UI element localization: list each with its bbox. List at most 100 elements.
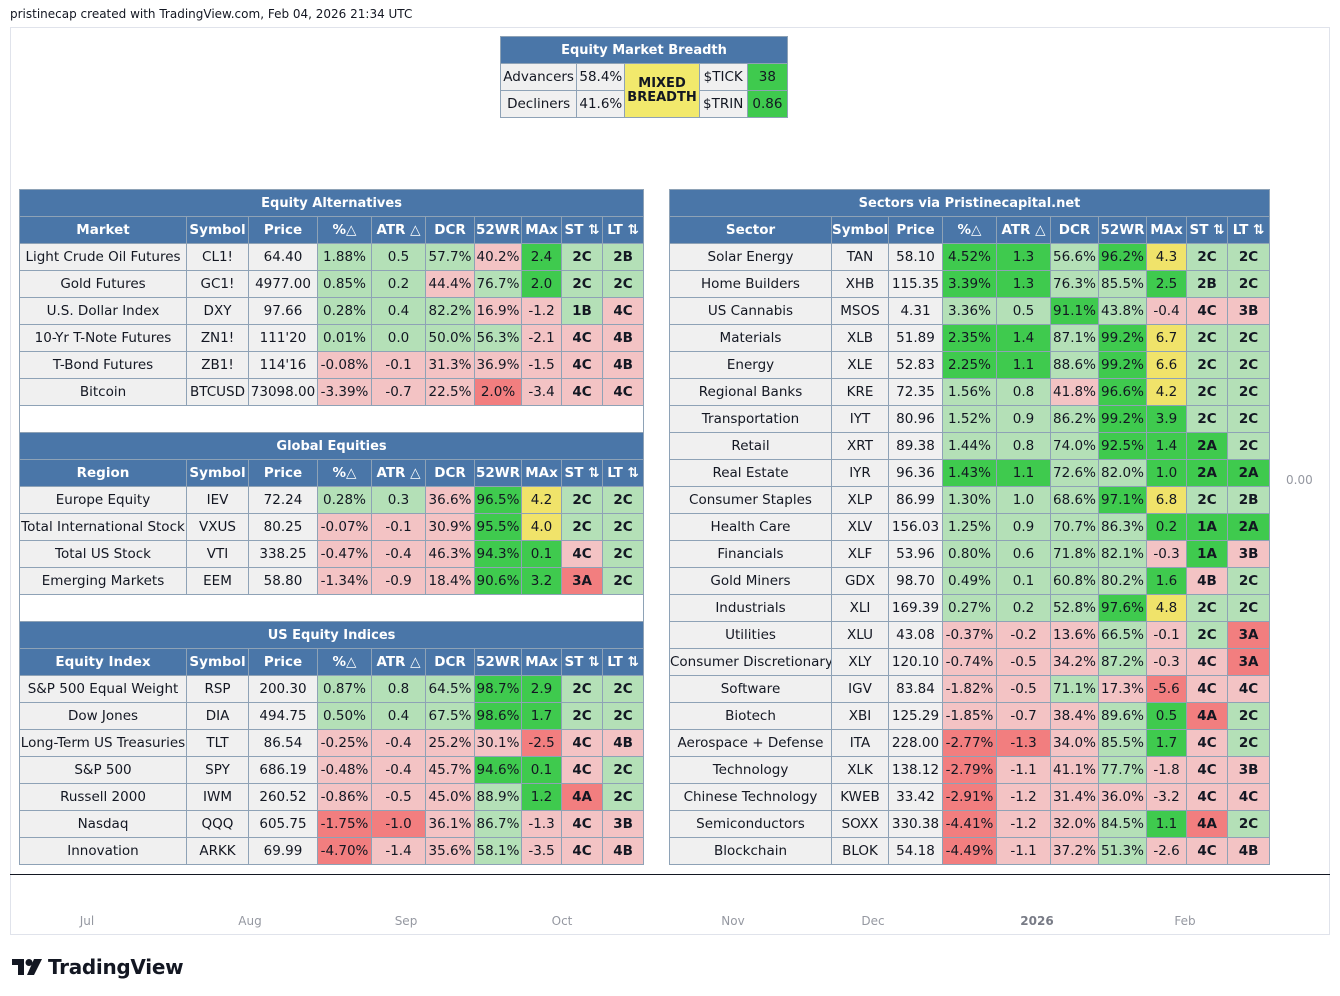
table-row[interactable]: Regional Banks KRE 72.35 1.56% 0.8 41.8% 96.6%… <box>669 378 1271 406</box>
cell-name: Chinese Technology <box>669 783 832 811</box>
cell-max: 1.7 <box>521 702 562 730</box>
table-row[interactable]: Retail XRT 89.38 1.44% 0.8 74.0% 92.5% 1.4 2A 2C <box>669 432 1271 460</box>
cell-atr-change: 0.4 <box>371 702 426 730</box>
tradingview-logo[interactable]: TradingView <box>12 954 184 980</box>
column-header-name: Equity Index <box>19 648 187 676</box>
cell-st: 4C <box>1186 675 1228 703</box>
cell-atr-change: -0.4 <box>371 540 426 568</box>
table-row[interactable]: Nasdaq QQQ 605.75 -1.75% -1.0 36.1% 86.7% -1.3 4… <box>19 810 645 838</box>
cell-atr-change: 0.4 <box>371 297 426 325</box>
table-row[interactable]: S&P 500 Equal Weight RSP 200.30 0.87% 0.8 64.… <box>19 675 645 703</box>
cell-name: Semiconductors <box>669 810 832 838</box>
cell-atr-change: 0.8 <box>996 378 1051 406</box>
cell-atr-change: -0.4 <box>371 756 426 784</box>
table-row[interactable]: Long-Term US Treasuries TLT 86.54 -0.25% -0.… <box>19 729 645 757</box>
cell-symbol: DXY <box>186 297 249 325</box>
table-row[interactable]: Light Crude Oil Futures CL1! 64.40 1.88% 0.5… <box>19 243 645 271</box>
table-row[interactable]: Materials XLB 51.89 2.35% 1.4 87.1% 99.2% 6.7 2C… <box>669 324 1271 352</box>
cell-pct-change: 1.44% <box>942 432 997 460</box>
table-row[interactable]: Chinese Technology KWEB 33.42 -2.91% -1.2 31.… <box>669 783 1271 811</box>
cell-pct-change: 2.25% <box>942 351 997 379</box>
section-title: US Equity Indices <box>18 621 645 649</box>
table-row[interactable]: Energy XLE 52.83 2.25% 1.1 88.6% 99.2% 6.6 2C 2C <box>669 351 1271 379</box>
cell-price: 169.39 <box>888 594 943 622</box>
table-row[interactable]: Real Estate IYR 96.36 1.43% 1.1 72.6% 82.0% 1.0… <box>669 459 1271 487</box>
table-row[interactable]: Health Care XLV 156.03 1.25% 0.9 70.7% 86.3% 0.… <box>669 513 1271 541</box>
cell-name: Long-Term US Treasuries <box>19 729 187 757</box>
cell-st: 4A <box>1186 702 1228 730</box>
table-row[interactable]: Biotech XBI 125.29 -1.85% -0.7 38.4% 89.6% 0.5 4… <box>669 702 1271 730</box>
chart-pane[interactable] <box>10 27 1330 935</box>
cell-name: Industrials <box>669 594 832 622</box>
table-row[interactable]: Europe Equity IEV 72.24 0.28% 0.3 36.6% 96.5% 4… <box>19 486 645 514</box>
table-row[interactable]: Gold Miners GDX 98.70 0.49% 0.1 60.8% 80.2% 1.6… <box>669 567 1271 595</box>
table-row[interactable]: Technology XLK 138.12 -2.79% -1.1 41.1% 77.7% -… <box>669 756 1271 784</box>
cell-name: Solar Energy <box>669 243 832 271</box>
cell-dcr: 45.0% <box>425 783 475 811</box>
cell-atr-change: 0.9 <box>996 405 1051 433</box>
cell-max: 3.2 <box>521 567 562 595</box>
table-row[interactable]: Total US Stock VTI 338.25 -0.47% -0.4 46.3% 94… <box>19 540 645 568</box>
column-header-symbol: Symbol <box>831 216 889 244</box>
table-row[interactable]: U.S. Dollar Index DXY 97.66 0.28% 0.4 82.2% 16… <box>19 297 645 325</box>
column-header-atr-change: ATR △ <box>371 648 426 676</box>
cell-st: 1A <box>1186 540 1228 568</box>
table-row[interactable]: 10-Yr T-Note Futures ZN1! 111'20 0.01% 0.0 50… <box>19 324 645 352</box>
table-row[interactable]: T-Bond Futures ZB1! 114'16 -0.08% -0.1 31.3% 3… <box>19 351 645 379</box>
cell-max: -3.2 <box>1146 783 1187 811</box>
cell-atr-change: 1.0 <box>996 486 1051 514</box>
cell-st: 4C <box>561 324 603 352</box>
cell-pct-change: 0.87% <box>317 675 372 703</box>
table-row[interactable]: Transportation IYT 80.96 1.52% 0.9 86.2% 99.2%… <box>669 405 1271 433</box>
cell-symbol: ARKK <box>186 837 249 865</box>
cell-price: 125.29 <box>888 702 943 730</box>
cell-name: Total International Stock <box>19 513 187 541</box>
cell-symbol: BTCUSD <box>186 378 249 406</box>
table-row[interactable]: Russell 2000 IWM 260.52 -0.86% -0.5 45.0% 88.9… <box>19 783 645 811</box>
column-header-st: ST ⇅ <box>561 216 603 244</box>
cell-st: 4C <box>561 729 603 757</box>
cell-max: -1.5 <box>521 351 562 379</box>
table-row[interactable]: Gold Futures GC1! 4977.00 0.85% 0.2 44.4% 76.7… <box>19 270 645 298</box>
cell-pct-change: 0.80% <box>942 540 997 568</box>
table-row[interactable]: Blockchain BLOK 54.18 -4.49% -1.1 37.2% 51.3% -… <box>669 837 1271 865</box>
cell-52wr: 58.1% <box>474 837 522 865</box>
table-row[interactable]: Innovation ARKK 69.99 -4.70% -1.4 35.6% 58.1% -… <box>19 837 645 865</box>
cell-st: 4A <box>1186 810 1228 838</box>
table-row[interactable]: Dow Jones DIA 494.75 0.50% 0.4 67.5% 98.6% 1.7 2… <box>19 702 645 730</box>
cell-lt: 2A <box>1226 459 1271 487</box>
table-row[interactable]: Solar Energy TAN 58.10 4.52% 1.3 56.6% 96.2% 4.… <box>669 243 1271 271</box>
table-row[interactable]: Utilities XLU 43.08 -0.37% -0.2 13.6% 66.5% -0.… <box>669 621 1271 649</box>
cell-52wr: 98.6% <box>474 702 522 730</box>
cell-atr-change: 0.8 <box>371 675 426 703</box>
table-row[interactable]: Financials XLF 53.96 0.80% 0.6 71.8% 82.1% -0.3… <box>669 540 1271 568</box>
cell-atr-change: -0.5 <box>996 648 1051 676</box>
cell-lt: 2C <box>601 756 645 784</box>
cell-max: 6.8 <box>1146 486 1187 514</box>
table-row[interactable]: Emerging Markets EEM 58.80 -1.34% -0.9 18.4% 9… <box>19 567 645 595</box>
table-row[interactable]: US Cannabis MSOS 4.31 3.36% 0.5 91.1% 43.8% -0.… <box>669 297 1271 325</box>
cell-price: 260.52 <box>248 783 318 811</box>
cell-pct-change: 0.85% <box>317 270 372 298</box>
cell-lt: 4B <box>601 729 645 757</box>
table-row[interactable]: Software IGV 83.84 -1.82% -0.5 71.1% 17.3% -5.6… <box>669 675 1271 703</box>
cell-max: -0.3 <box>1146 540 1187 568</box>
cell-lt: 4C <box>1226 675 1271 703</box>
cell-st: 2C <box>1186 324 1228 352</box>
cell-lt: 2C <box>1226 324 1271 352</box>
time-axis-label: Aug <box>238 914 262 928</box>
cell-st: 2A <box>1186 432 1228 460</box>
table-row[interactable]: Aerospace + Defense ITA 228.00 -2.77% -1.3 34… <box>669 729 1271 757</box>
table-row[interactable]: Total International Stock VXUS 80.25 -0.07%… <box>19 513 645 541</box>
table-row[interactable]: S&P 500 SPY 686.19 -0.48% -0.4 45.7% 94.6% 0.1 4… <box>19 756 645 784</box>
table-row[interactable]: Consumer Discretionary XLY 120.10 -0.74% -0.… <box>669 648 1271 676</box>
table-row[interactable]: Industrials XLI 169.39 0.27% 0.2 52.8% 97.6% 4.… <box>669 594 1271 622</box>
cell-name: Technology <box>669 756 832 784</box>
table-row[interactable]: Bitcoin BTCUSD 73098.00 -3.39% -0.7 22.5% 2.0%… <box>19 378 645 406</box>
table-row[interactable]: Semiconductors SOXX 330.38 -4.41% -1.2 32.0% 8… <box>669 810 1271 838</box>
cell-price: 111'20 <box>248 324 318 352</box>
advancers-value: 58.4% <box>576 63 626 91</box>
table-row[interactable]: Home Builders XHB 115.35 3.39% 1.3 76.3% 85.5%… <box>669 270 1271 298</box>
cell-price: 72.24 <box>248 486 318 514</box>
table-row[interactable]: Consumer Staples XLP 86.99 1.30% 1.0 68.6% 97.… <box>669 486 1271 514</box>
